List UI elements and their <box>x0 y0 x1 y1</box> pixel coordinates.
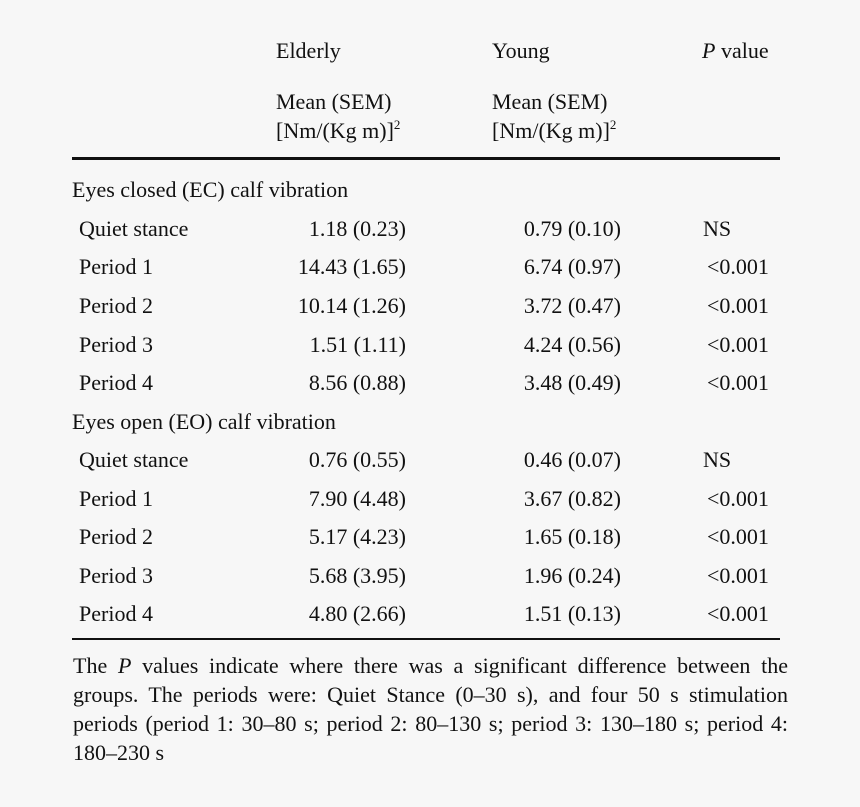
row-label: Quiet stance <box>79 447 189 472</box>
row-label: Period 2 <box>79 293 153 318</box>
p-value: <0.001 <box>707 370 769 395</box>
p-value: NS <box>703 447 732 472</box>
young-value: 1.51 (0.13) <box>523 601 621 626</box>
young-value: 3.72 (0.47) <box>523 293 621 318</box>
young-subheader-unit: [Nm/(Kg m)]2 <box>492 117 617 143</box>
p-value: <0.001 <box>707 293 769 318</box>
elderly-value: 10.14 (1.26) <box>297 293 406 318</box>
elderly-value: 7.90 (4.48) <box>308 486 406 511</box>
elderly-subheader-unit: [Nm/(Kg m)]2 <box>276 117 401 143</box>
footnote-text-start: The <box>73 653 118 678</box>
row-label: Period 1 <box>79 254 153 279</box>
young-value: 1.65 (0.18) <box>523 524 621 549</box>
p-value: <0.001 <box>707 254 769 279</box>
p-value-text: value <box>715 38 769 63</box>
elderly-value: 5.68 (3.95) <box>308 563 406 588</box>
young-unit-text: [Nm/(Kg m)] <box>492 118 610 143</box>
p-value: <0.001 <box>707 486 769 511</box>
young-value: 3.67 (0.82) <box>523 486 621 511</box>
young-value: 4.24 (0.56) <box>523 332 621 357</box>
row-label: Period 4 <box>79 601 153 626</box>
p-value: <0.001 <box>707 601 769 626</box>
young-value: 6.74 (0.97) <box>523 254 621 279</box>
header-elderly: Elderly <box>276 38 341 63</box>
row-label: Period 3 <box>79 563 153 588</box>
young-value: 3.48 (0.49) <box>523 370 621 395</box>
section-title-ec: Eyes closed (EC) calf vibration <box>72 177 349 202</box>
elderly-unit-text: [Nm/(Kg m)] <box>276 118 394 143</box>
elderly-value: 1.51 (1.11) <box>309 332 406 357</box>
young-unit-sup: 2 <box>609 117 617 132</box>
elderly-subheader-mean: Mean (SEM) <box>276 89 392 114</box>
elderly-value: 14.43 (1.65) <box>297 254 406 279</box>
table-footnote: The P values indicate where there was a … <box>73 651 788 767</box>
footnote-text-rest: values indicate where there was a signif… <box>73 653 789 765</box>
p-italic: P <box>702 38 716 63</box>
row-label: Period 2 <box>79 524 153 549</box>
row-label: Period 1 <box>79 486 153 511</box>
elderly-value: 1.18 (0.23) <box>308 216 406 241</box>
p-value: NS <box>703 216 732 241</box>
young-value: 0.46 (0.07) <box>523 447 621 472</box>
header-young: Young <box>492 38 550 63</box>
elderly-value: 8.56 (0.88) <box>308 370 406 395</box>
bottom-rule <box>72 638 780 640</box>
young-value: 1.96 (0.24) <box>523 563 621 588</box>
p-value: <0.001 <box>707 524 769 549</box>
row-label: Period 4 <box>79 370 153 395</box>
elderly-value: 5.17 (4.23) <box>308 524 406 549</box>
row-label: Period 3 <box>79 332 153 357</box>
section-title-eo: Eyes open (EO) calf vibration <box>72 409 336 434</box>
header-p-value: P value <box>702 40 769 62</box>
elderly-value: 0.76 (0.55) <box>308 447 406 472</box>
p-value: <0.001 <box>707 332 769 357</box>
elderly-unit-sup: 2 <box>393 117 401 132</box>
elderly-value: 4.80 (2.66) <box>308 601 406 626</box>
young-subheader-mean: Mean (SEM) <box>492 89 608 114</box>
header-rule <box>72 157 780 160</box>
footnote-p-italic: P <box>117 653 132 678</box>
row-label: Quiet stance <box>79 216 189 241</box>
young-value: 0.79 (0.10) <box>523 216 621 241</box>
p-value: <0.001 <box>707 563 769 588</box>
